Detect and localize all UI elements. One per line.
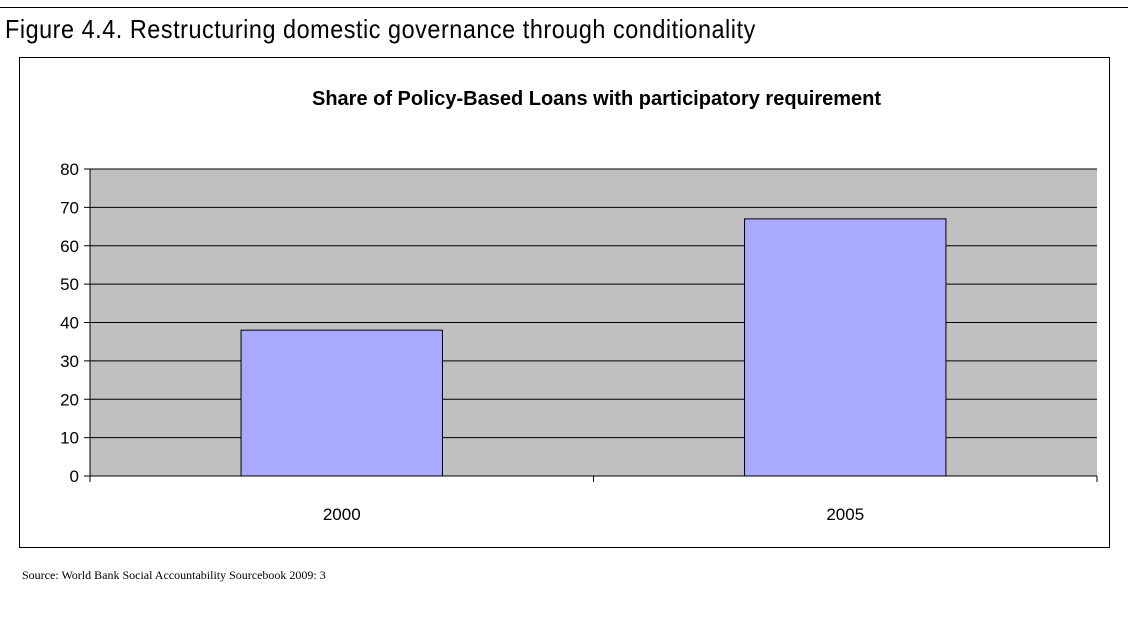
figure-caption: Figure 4.4. Restructuring domestic gover… [5,14,756,44]
tick-labels-group: 0 10 20 30 40 50 60 70 80 2000 2005 [60,160,864,524]
y-tick-label-20: 20 [60,390,79,409]
y-tick-label-40: 40 [60,314,79,333]
bar-2005 [744,218,947,477]
chart-frame: Share of Policy-Based Loans with partici… [19,57,1110,548]
top-rule [0,7,1128,8]
y-tick-label-70: 70 [60,198,79,217]
y-tick-label-80: 80 [60,160,79,179]
bar-2000 [240,329,443,477]
bars-group [240,218,947,477]
y-tick-label-10: 10 [60,429,79,448]
chart-title: Share of Policy-Based Loans with partici… [312,88,881,110]
bar-chart: Share of Policy-Based Loans with partici… [60,88,1098,524]
y-tick-label-0: 0 [70,467,79,486]
y-tick-label-30: 30 [60,352,79,371]
axes-group [84,168,1098,482]
y-tick-label-60: 60 [60,237,79,256]
x-tick-label-2005: 2005 [826,505,864,524]
y-tick-label-50: 50 [60,275,79,294]
source-note: Source: World Bank Social Accountability… [22,568,326,582]
x-tick-label-2000: 2000 [323,505,361,524]
